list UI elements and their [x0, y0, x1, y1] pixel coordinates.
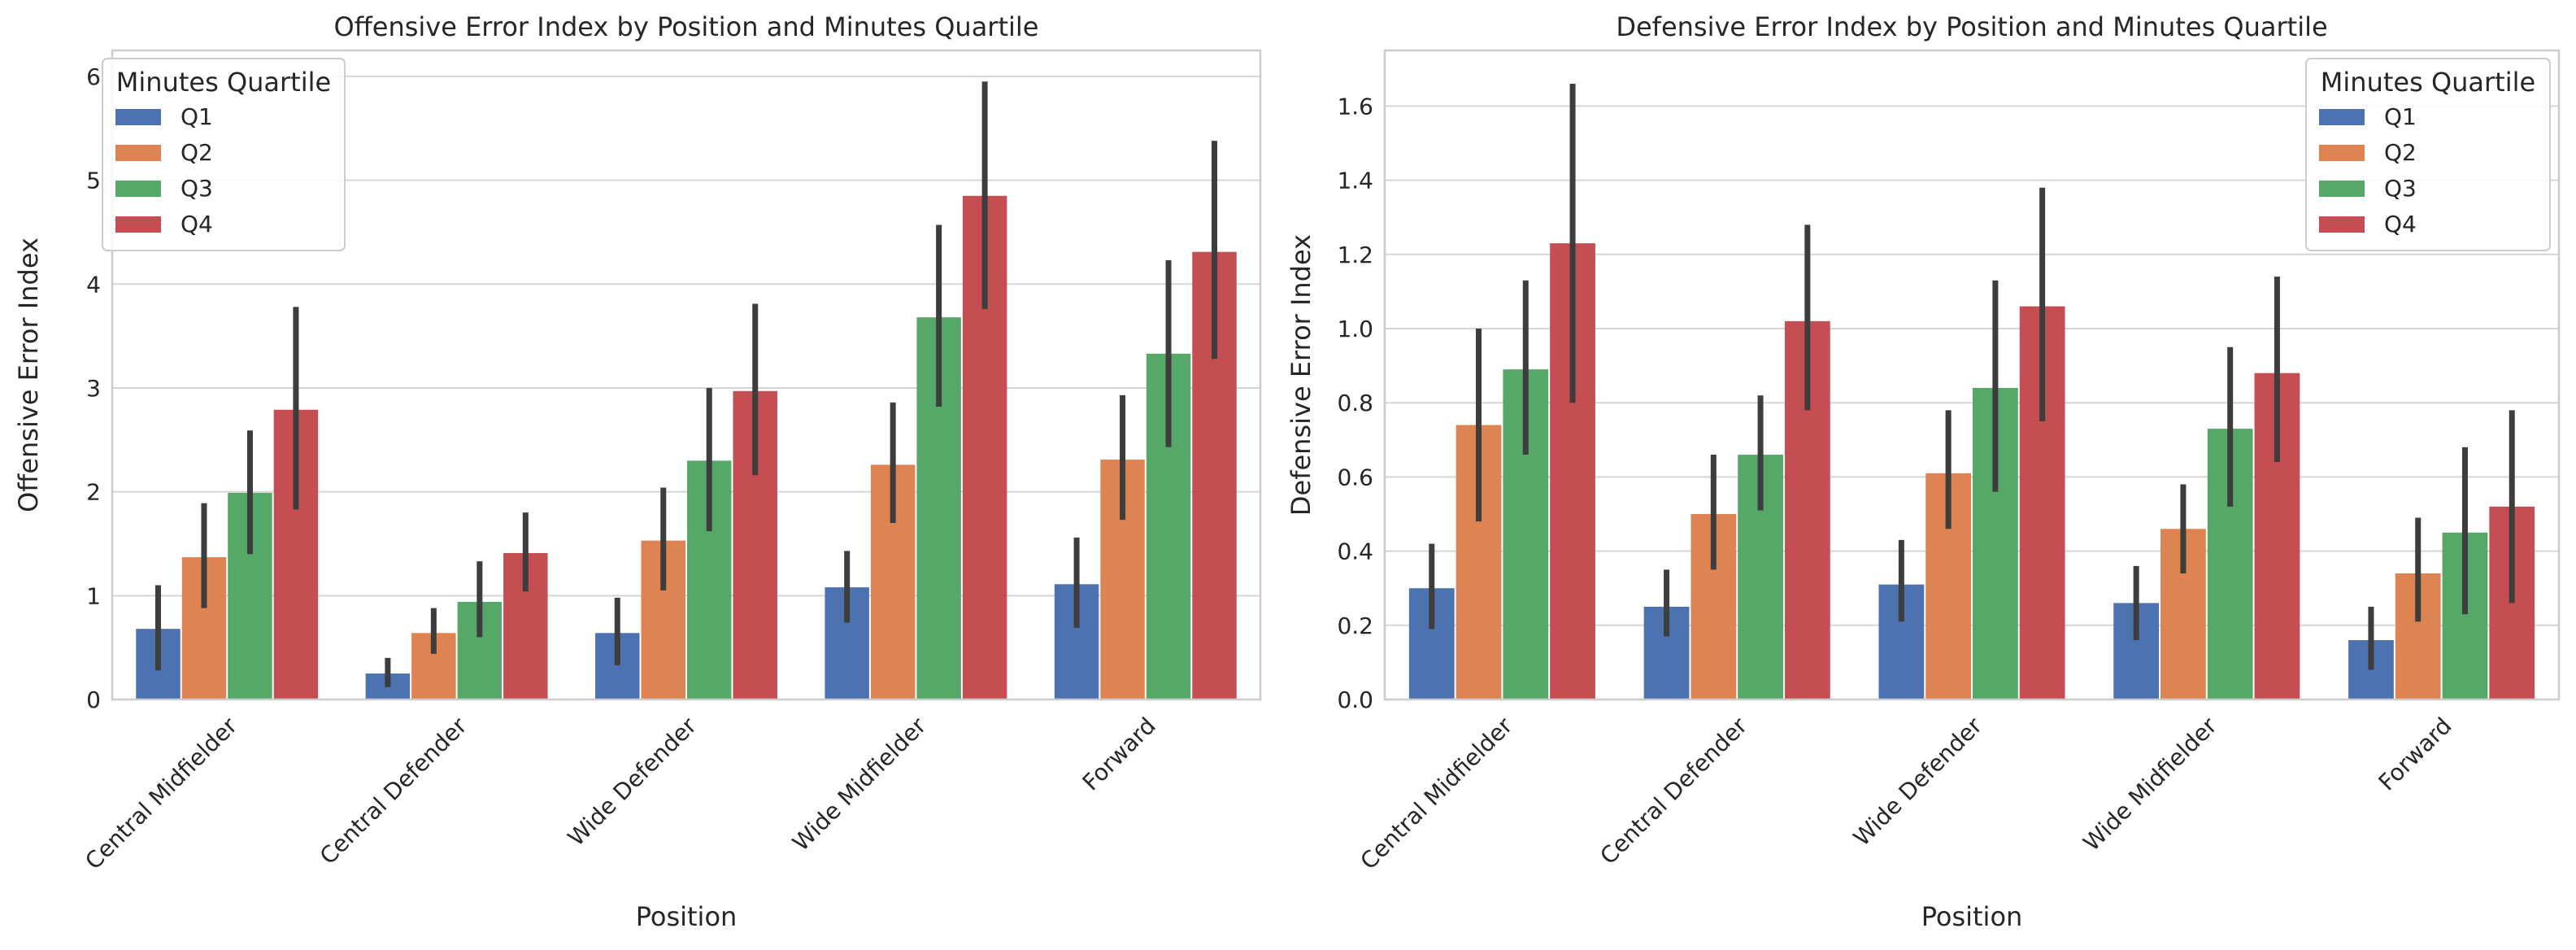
legend-box [102, 58, 346, 251]
y-axis-label: Offensive Error Index [13, 238, 44, 512]
y-tick-label: 3 [86, 375, 101, 402]
defensive-error-chart: 0.0 0.2 0.4 0.6 0.8 1.0 1.2 1.4 1.6 Central Midfi… [1286, 11, 2561, 932]
legend-label: Q2 [181, 139, 213, 166]
legend-swatch-q1 [2319, 109, 2365, 125]
y-tick-label: 1.6 [1337, 93, 1373, 120]
y-tick-label: 1.0 [1337, 316, 1373, 342]
y-tick-label: 4 [86, 271, 101, 298]
y-tick-label: 5 [86, 168, 101, 194]
x-tick-label: Central Defender [1595, 712, 1752, 869]
legend-label: Q2 [2384, 139, 2417, 166]
y-tick-label: 0 [86, 686, 101, 713]
y-tick-label: 0.2 [1337, 612, 1373, 639]
legend-swatch-q3 [2319, 181, 2365, 197]
x-axis-label: Position [636, 901, 738, 932]
legend-swatch-q4 [2319, 216, 2365, 233]
legend-label: Q1 [2384, 103, 2417, 130]
y-tick-label: 0.4 [1337, 538, 1373, 565]
x-tick-label: Wide Defender [563, 712, 702, 851]
plot-frame [1383, 49, 2561, 701]
chart-title: Offensive Error Index by Position and Mi… [334, 11, 1039, 42]
y-tick-label: 0.0 [1337, 686, 1373, 713]
legend-box [2305, 58, 2551, 251]
y-tick-label: 0.8 [1337, 390, 1373, 416]
plot-frame [111, 49, 1262, 701]
x-tick-label: Central Defender [315, 712, 472, 869]
legend-swatch-q2 [2319, 145, 2365, 161]
offensive-error-chart: 0 1 2 3 4 5 6 Central Midfielder Central Defende… [13, 11, 1262, 932]
legend-label: Q3 [181, 175, 213, 202]
x-tick-label: Wide Midfielder [787, 712, 932, 856]
x-tick-label: Wide Midfielder [2078, 712, 2223, 856]
y-tick-label: 2 [86, 479, 101, 506]
legend-label: Q4 [181, 211, 213, 238]
x-axis-label: Position [1921, 901, 2023, 932]
legend-swatch-q1 [115, 109, 161, 125]
chart-title: Defensive Error Index by Position and Mi… [1616, 11, 2327, 42]
legend-title: Minutes Quartile [116, 67, 331, 98]
legend-title: Minutes Quartile [2321, 67, 2535, 98]
legend-label: Q1 [181, 103, 213, 130]
x-tick-label: Central Midfielder [80, 712, 242, 874]
y-tick-label: 6 [86, 63, 101, 90]
y-tick-label: 0.6 [1337, 464, 1373, 490]
legend-swatch-q4 [115, 216, 161, 233]
x-tick-label: Central Midfielder [1355, 712, 1517, 874]
legend-label: Q3 [2384, 175, 2417, 202]
legend-swatch-q3 [115, 181, 161, 197]
y-tick-label: 1 [86, 582, 101, 609]
y-tick-label: 1.2 [1337, 242, 1373, 268]
legend-swatch-q2 [115, 145, 161, 161]
x-tick-label: Forward [2374, 712, 2457, 796]
x-tick-label: Forward [1077, 712, 1161, 796]
y-axis-label: Defensive Error Index [1286, 234, 1316, 516]
x-tick-label: Wide Defender [1848, 712, 1987, 851]
legend-label: Q4 [2384, 211, 2417, 238]
y-tick-label: 1.4 [1337, 168, 1373, 194]
